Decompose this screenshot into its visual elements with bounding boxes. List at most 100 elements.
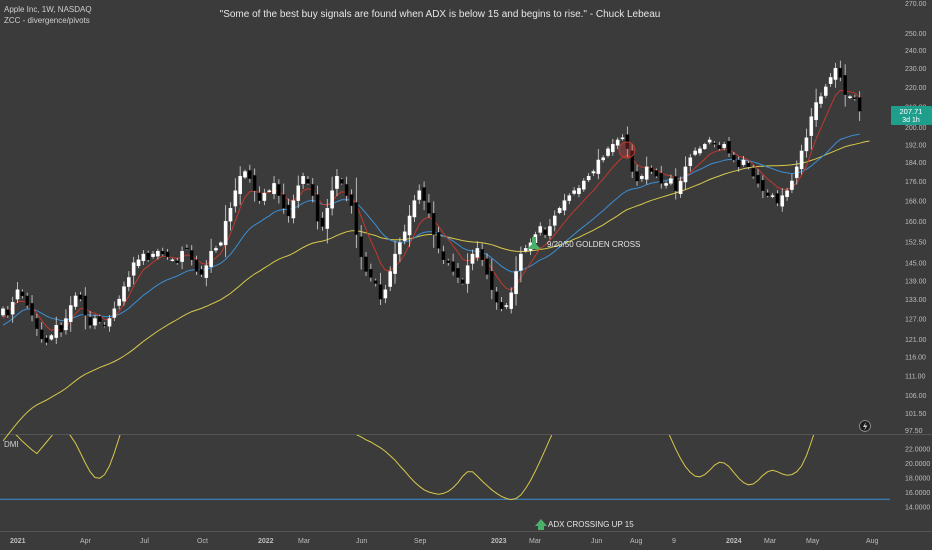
- candle-body: [127, 277, 131, 287]
- candle-body: [586, 176, 591, 181]
- candle-body: [741, 159, 746, 165]
- candle-body: [180, 250, 184, 262]
- candle-body: [490, 271, 494, 290]
- candle-body: [349, 194, 354, 206]
- candle-body: [73, 295, 78, 307]
- candle-body: [88, 317, 92, 326]
- candle-body: [407, 215, 412, 236]
- candle-body: [765, 192, 770, 196]
- price-tick-label: 250.00: [905, 31, 927, 38]
- price-tick-label: 152.50: [905, 239, 927, 246]
- candle-body: [456, 268, 460, 278]
- candle-body: [15, 289, 20, 300]
- price-axis: 97.50 101.50 106.00 111.00 116.00 121.00 127.0…: [905, 1, 927, 435]
- candle-body: [39, 329, 44, 340]
- candle-body: [775, 193, 780, 204]
- candle-body: [388, 271, 393, 287]
- candle-body: [25, 295, 30, 306]
- candle-body: [354, 202, 359, 235]
- candle-body: [577, 188, 581, 195]
- candle-body: [664, 183, 668, 186]
- candle-body: [427, 202, 431, 214]
- candle-body: [402, 231, 407, 241]
- price-tick-label: 230.00: [905, 66, 927, 73]
- annotations: 9/20/50 GOLDEN CROSS ADX CROSSING UP 15: [527, 141, 640, 530]
- candle-body: [756, 174, 760, 184]
- indicator-title: ZCC - divergence/pivots: [4, 16, 90, 25]
- candle-body: [567, 195, 572, 201]
- candle-body: [654, 170, 659, 177]
- candle-body: [552, 215, 557, 226]
- price-tick-label: 97.50: [905, 428, 923, 435]
- candle-body: [431, 213, 436, 235]
- adx-tick-label: 20.0000: [905, 461, 930, 468]
- time-tick-label: 2024: [726, 538, 742, 545]
- price-tick-label: 145.00: [905, 261, 927, 268]
- time-tick-label: Jun: [591, 538, 602, 545]
- candle-body: [572, 190, 576, 194]
- candle-body: [582, 180, 586, 190]
- candle-body: [97, 316, 102, 323]
- candle-body: [78, 294, 83, 300]
- golden-cross-arrow: [527, 237, 541, 249]
- countdown: 3d 1h: [902, 117, 920, 124]
- highlight-circle: [618, 141, 636, 159]
- time-tick-label: 2021: [10, 538, 26, 545]
- candle-body: [422, 187, 426, 201]
- adx-line: [15, 435, 815, 501]
- candle-body: [136, 259, 141, 267]
- adx-cross-label: ADX CROSSING UP 15: [548, 520, 634, 529]
- candle-body: [335, 176, 339, 189]
- candle-body: [315, 194, 320, 222]
- candle-body: [20, 291, 25, 297]
- time-tick-label: May: [806, 538, 820, 545]
- price-tick-label: 121.00: [905, 337, 927, 344]
- candle-body: [369, 269, 373, 278]
- candle-body: [185, 247, 189, 250]
- candle-body: [499, 302, 504, 309]
- time-tick-label: Oct: [197, 538, 208, 545]
- adx-tick-label: 14.0000: [905, 505, 930, 512]
- candle-body: [640, 176, 644, 180]
- candle-body: [843, 75, 847, 95]
- candle-body: [712, 142, 717, 145]
- candle-body: [107, 318, 112, 327]
- candle-body: [398, 242, 402, 255]
- candle-body: [170, 259, 175, 261]
- time-tick-label: Aug: [630, 538, 643, 545]
- candle-body: [703, 144, 707, 149]
- candle-body: [485, 258, 489, 275]
- candle-body: [267, 190, 272, 192]
- candle-body: [277, 184, 281, 196]
- candle-body: [601, 157, 605, 161]
- price-tick-label: 240.00: [905, 48, 927, 55]
- candle-body: [64, 318, 68, 331]
- candle-body: [857, 97, 862, 112]
- candle-body: [131, 262, 136, 276]
- settings-button[interactable]: [859, 420, 871, 432]
- candle-body: [281, 194, 286, 209]
- candle-body: [156, 250, 160, 257]
- candle-body: [296, 185, 301, 201]
- ma-fast-line: [2, 89, 861, 332]
- candle-body: [412, 200, 417, 218]
- price-tick-label: 106.00: [905, 393, 927, 400]
- candle-body: [359, 236, 363, 258]
- candle-body: [378, 284, 383, 300]
- candle-body: [630, 150, 634, 172]
- candle-body: [1, 308, 5, 316]
- candle-body: [659, 172, 664, 184]
- bolt-glyph: [863, 422, 868, 431]
- candle-body: [635, 171, 639, 182]
- candle-body: [44, 337, 49, 343]
- candle-body: [325, 207, 330, 229]
- candle-body: [707, 139, 712, 143]
- candle-body: [238, 176, 242, 195]
- candle-body: [393, 253, 397, 274]
- price-tick-label: 192.00: [905, 142, 927, 149]
- price-tick-label: 139.00: [905, 278, 927, 285]
- price-tick-label: 176.00: [905, 179, 927, 186]
- candle-body: [770, 195, 775, 197]
